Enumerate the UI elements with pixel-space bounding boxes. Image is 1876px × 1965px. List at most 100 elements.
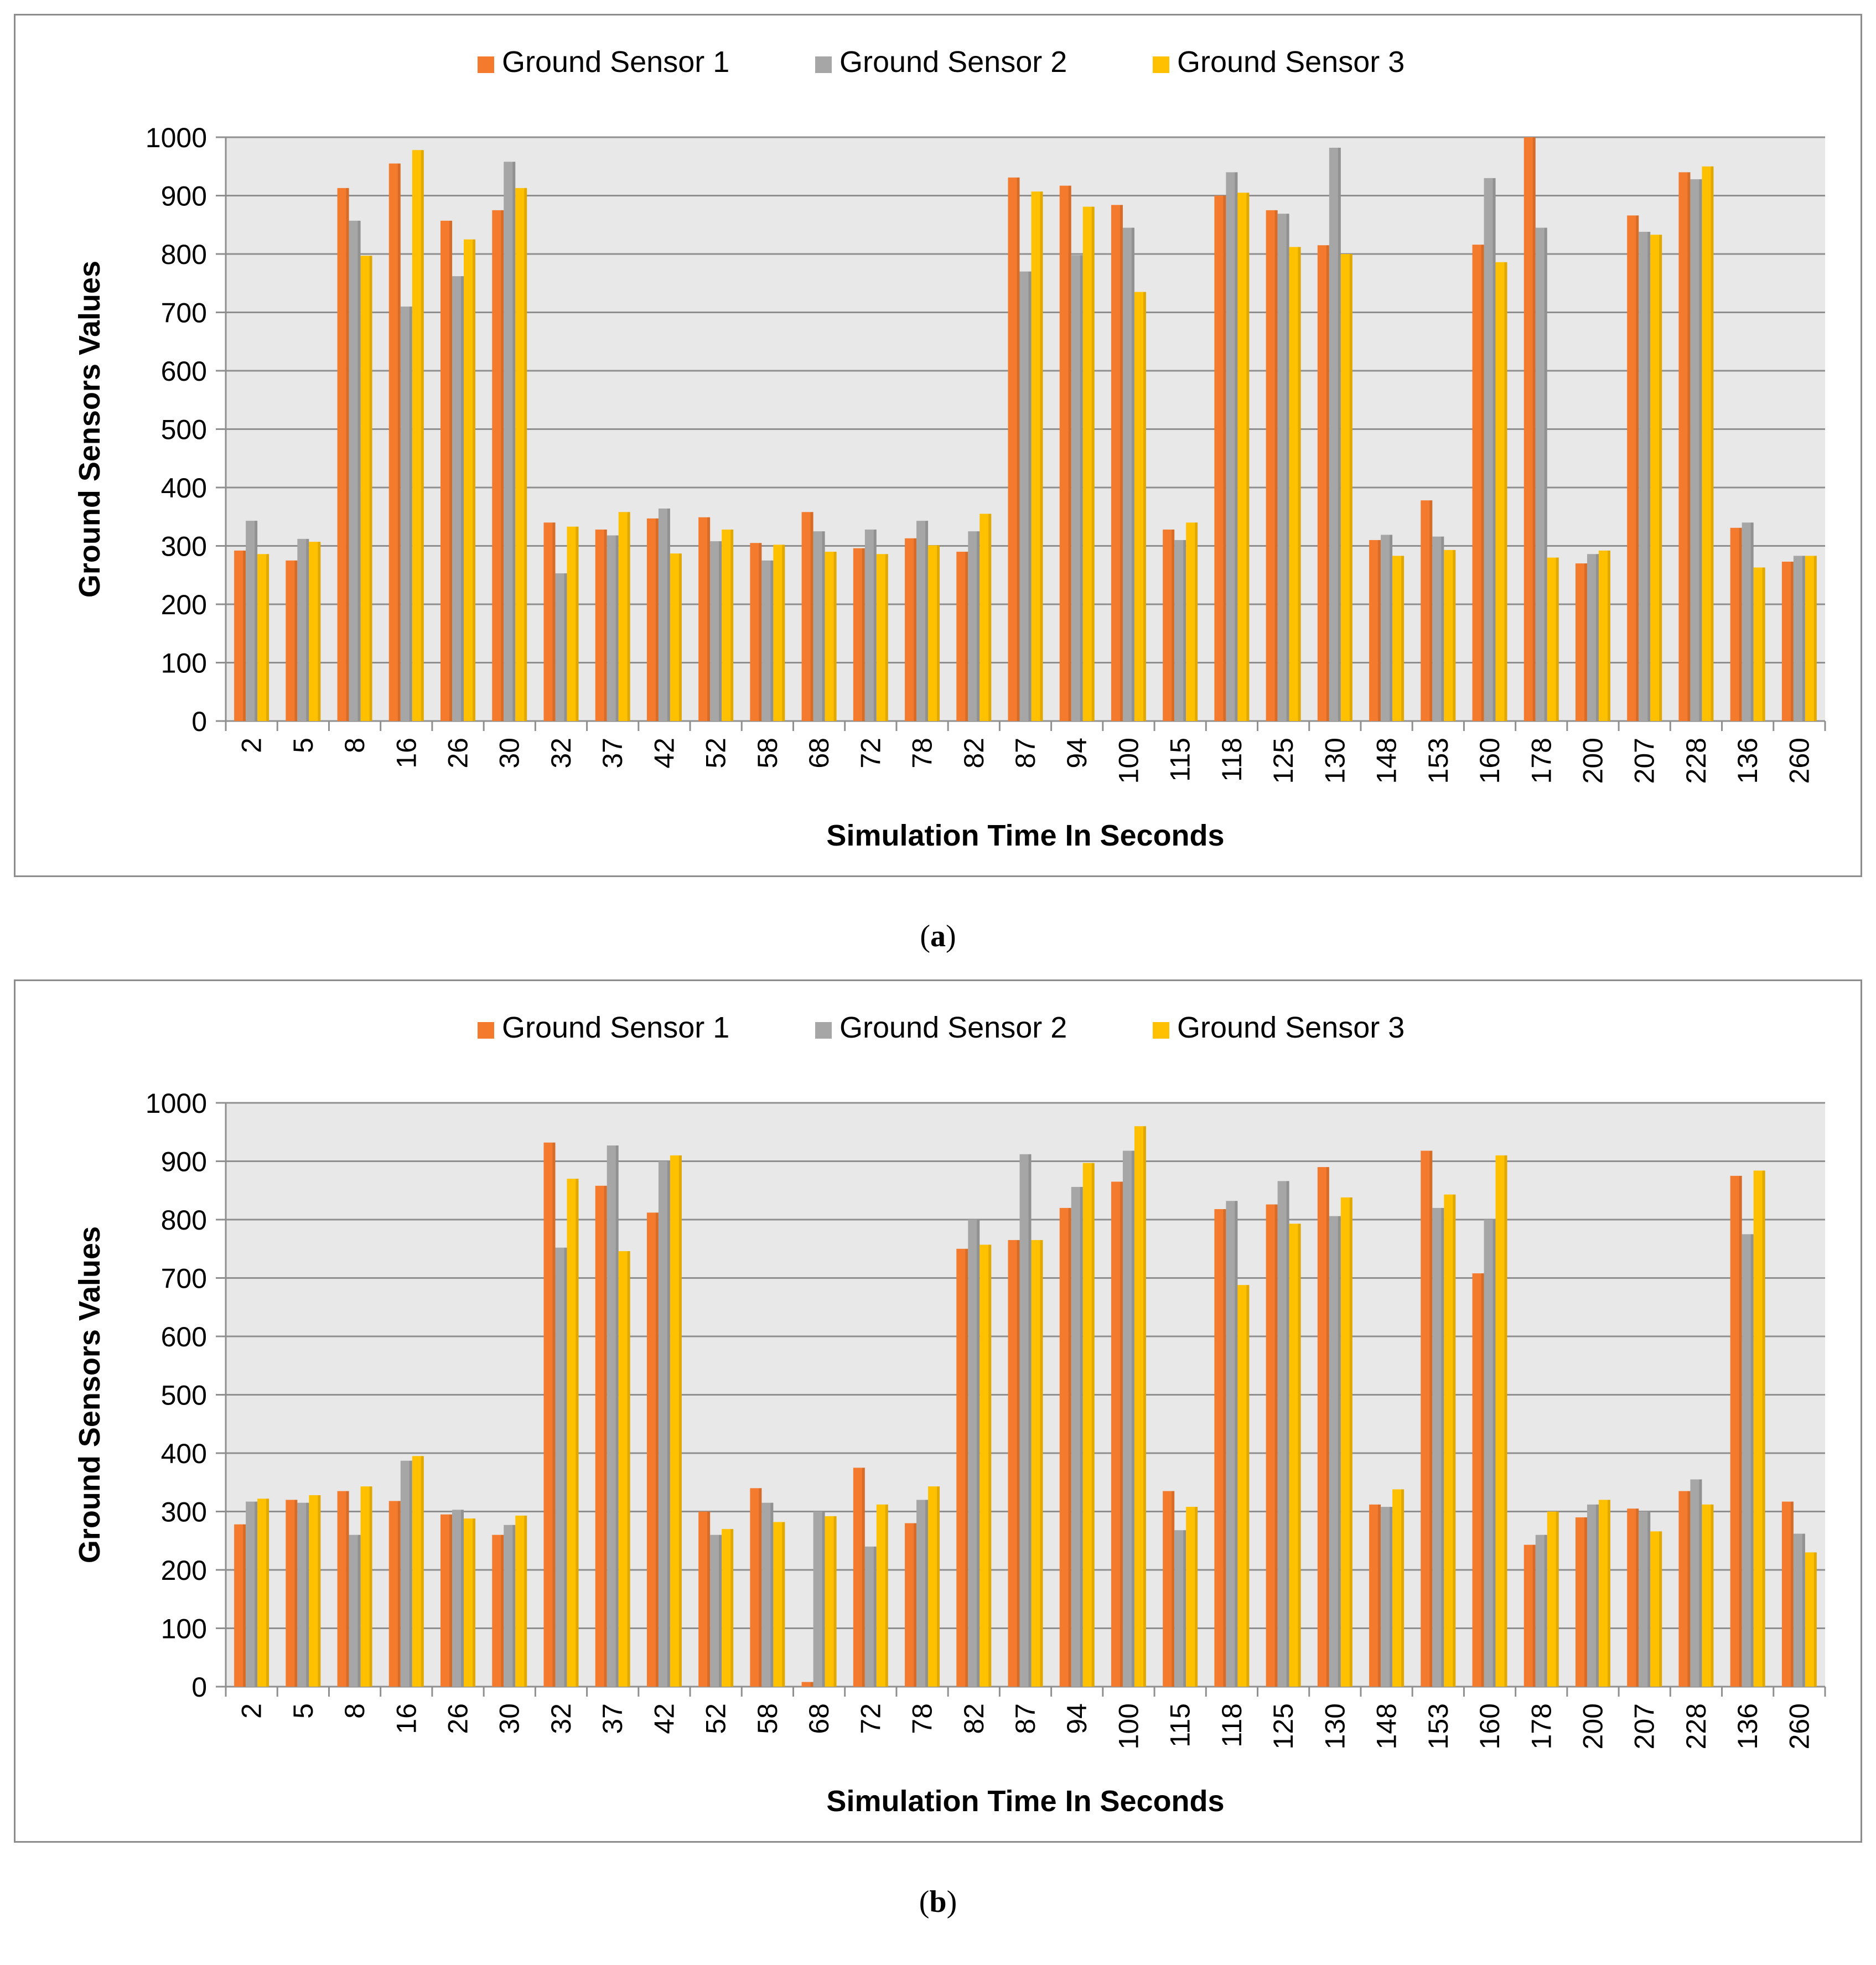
x-tick-label: 160 [1474,1703,1505,1749]
bar-ground-sensor-3 [876,554,888,721]
bar-shade [306,1502,309,1687]
chart-panel-a: 0 100 200 300 400 500 600 700 800 900 1000 2 5 8 16 26 3… [14,14,1862,877]
bar-ground-sensor-3 [1186,522,1198,721]
bar-ground-sensor-3 [1547,1511,1559,1687]
bar-group [1019,1154,1032,1687]
x-tick-label: 260 [1784,1703,1815,1749]
bar-ground-sensor-2 [1277,214,1289,722]
bar-group [1432,1207,1444,1687]
y-tick-label: 900 [161,1147,207,1178]
bar-ground-sensor-3 [1340,254,1352,721]
bar-group [1472,1273,1484,1687]
bar-ground-sensor-2 [761,1502,774,1687]
bar-ground-sensor-3 [1289,1223,1301,1687]
bar-ground-sensor-3 [825,552,837,721]
bar-shade [1429,500,1433,721]
bar-shade [707,1511,711,1687]
bar-shade [965,1248,968,1687]
bar-group [1134,1126,1146,1687]
bar-group [1484,178,1496,722]
legend-label: Ground Sensor 3 [1177,1011,1405,1044]
bar-shade [1401,1489,1405,1687]
x-tick-label: 26 [443,738,474,769]
bar-ground-sensor-2 [1122,1150,1134,1687]
bar-group [504,1525,516,1687]
bar-ground-sensor-3 [1805,556,1817,721]
bar-ground-sensor-1 [1059,1207,1071,1687]
bar-group [1742,522,1754,721]
bar-ground-sensor-2 [658,508,670,721]
bar-shade [1091,206,1095,721]
bar-ground-sensor-3 [1134,1126,1146,1687]
bar-shade [449,220,453,721]
bar-group [1174,1530,1186,1687]
bar-ground-sensor-3 [1598,1500,1610,1687]
bar-shade [1349,1197,1352,1687]
bar-group [1742,1234,1754,1687]
bar-ground-sensor-2 [1071,1186,1083,1687]
x-tick-label: 8 [339,1703,370,1719]
bar-ground-sensor-1 [1575,563,1587,721]
bar-group [710,1534,722,1687]
bar-shade [1172,529,1175,721]
bar-shade [655,1212,659,1687]
bar-ground-sensor-2 [813,1511,825,1687]
bar-ground-sensor-2 [1432,536,1444,721]
x-tick-label: 32 [546,1703,577,1734]
y-tick-label: 400 [161,473,207,504]
legend-swatch [815,56,832,73]
bar-shade [1143,292,1146,721]
bar-group [618,512,630,721]
bar-shade [1647,1511,1651,1687]
bar-ground-sensor-1 [595,1185,607,1687]
legend-label: Ground Sensor 2 [839,1011,1067,1044]
bar-ground-sensor-2 [1019,271,1032,721]
bar-ground-sensor-2 [1793,1533,1805,1687]
bar-ground-sensor-2 [1174,1530,1186,1687]
bar-ground-sensor-2 [1381,1507,1393,1687]
bar-ground-sensor-3 [515,188,527,721]
x-tick-label: 136 [1732,738,1763,784]
y-tick-label: 1000 [146,122,207,153]
bar-shade [1143,1126,1146,1687]
y-tick-label: 600 [161,1321,207,1352]
bar-shade [1298,247,1301,722]
x-tick-label: 136 [1732,1703,1763,1749]
bar-group [464,239,476,721]
bar-ground-sensor-2 [555,1247,567,1687]
y-tick-label: 800 [161,239,207,270]
y-tick-label: 200 [161,589,207,620]
bar-ground-sensor-2 [813,531,825,721]
y-axis-title: Ground Sensors Values [73,1226,106,1563]
bar-shade [1647,231,1651,721]
bar-group [1730,1175,1742,1687]
bar-ground-sensor-3 [1753,567,1765,721]
bar-shade [1378,1504,1381,1687]
bar-ground-sensor-3 [412,1456,424,1687]
bar-ground-sensor-1 [956,552,968,721]
bar-group [905,538,917,721]
bar-group [388,163,401,722]
bar-shade [318,1495,321,1687]
bar-group [234,550,246,721]
legend-swatch [815,1022,832,1039]
x-tick-label: 42 [649,1703,680,1734]
x-tick-label: 8 [339,738,370,753]
bar-ground-sensor-1 [698,1511,711,1687]
bar-ground-sensor-1 [337,1491,349,1687]
bar-shade [266,554,270,721]
bar-ground-sensor-2 [297,538,309,721]
y-tick-label: 0 [191,706,207,737]
x-tick-label: 130 [1319,738,1350,784]
bar-shade [1504,1155,1507,1687]
bar-shade [1338,1216,1341,1687]
bar-ground-sensor-2 [1019,1154,1032,1687]
bar-shade [925,521,929,721]
bar-ground-sensor-3 [1650,235,1662,721]
bar-group [1266,210,1278,721]
bar-ground-sensor-2 [1535,227,1547,721]
bar-shade [1223,1209,1226,1687]
bar-ground-sensor-1 [1163,529,1175,721]
bar-ground-sensor-3 [1082,1163,1095,1687]
bar-group [1277,214,1289,722]
